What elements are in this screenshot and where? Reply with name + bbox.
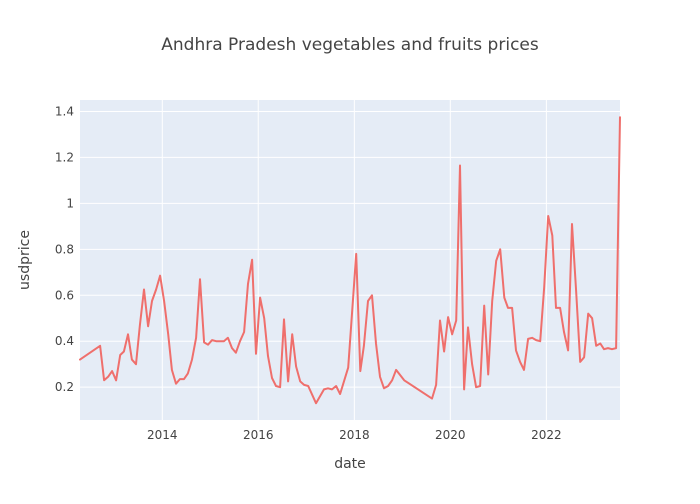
x-tick-label: 2016 [243, 428, 274, 442]
y-tick-label: 0.4 [55, 334, 74, 348]
y-tick-label: 1.4 [55, 104, 74, 118]
x-tick-label: 2022 [531, 428, 562, 442]
y-tick-label: 0.8 [55, 242, 74, 256]
y-gridlines [80, 110, 620, 388]
y-tick-label: 1 [66, 196, 74, 210]
plot-area [80, 100, 620, 420]
series-layer [79, 116, 621, 405]
y-tick-label: 0.6 [55, 288, 74, 302]
x-tick-label: 2020 [435, 428, 466, 442]
x-axis-title: date [334, 456, 366, 472]
y-tick-labels: 0.2 0.4 0.6 0.8 1 1.2 1.4 [55, 104, 74, 394]
series-line [79, 116, 621, 405]
y-axis-title: usdprice [17, 230, 33, 290]
x-tick-labels: 2014 2016 2018 2020 2022 [147, 428, 562, 442]
x-tick-label: 2014 [147, 428, 178, 442]
chart-title: Andhra Pradesh vegetables and fruits pri… [161, 35, 539, 55]
y-tick-label: 0.2 [55, 380, 74, 394]
x-gridlines [161, 100, 547, 420]
x-tick-label: 2018 [339, 428, 370, 442]
y-tick-label: 1.2 [55, 150, 74, 164]
